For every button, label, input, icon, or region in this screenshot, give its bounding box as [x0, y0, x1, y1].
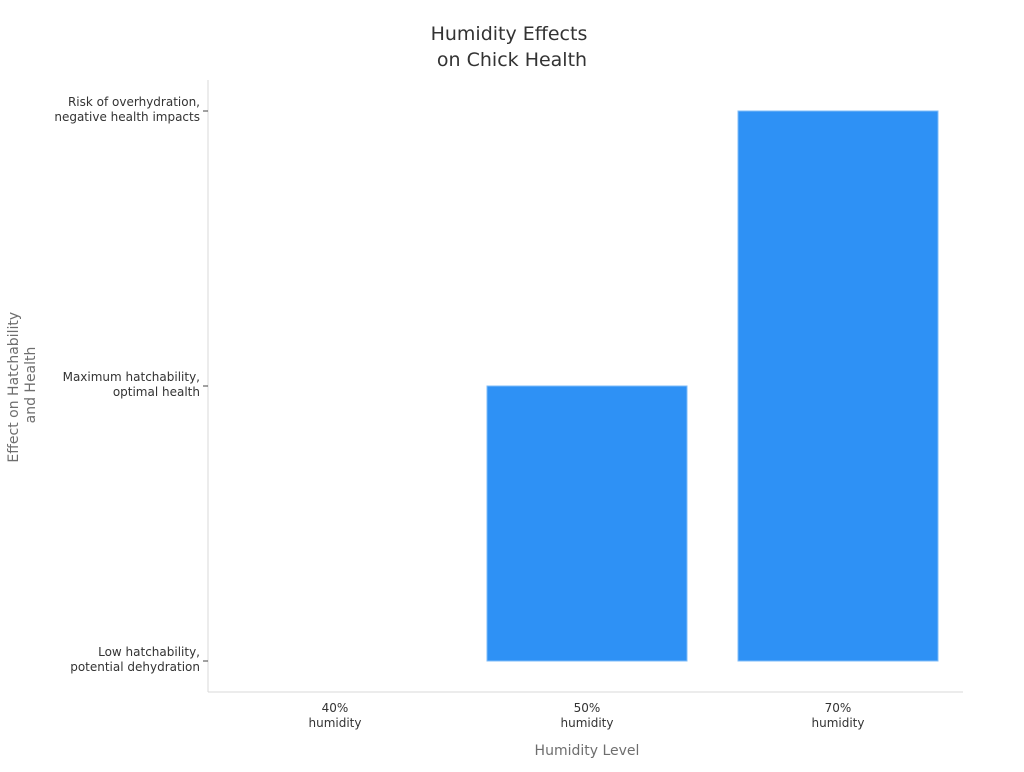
y-axis-title-line-1: Effect on Hatchability [6, 312, 22, 463]
y-tick-label-2-line-2: optimal health [113, 385, 200, 399]
bar-2 [486, 385, 688, 662]
x-axis-title: Humidity Level [535, 743, 640, 759]
y-axis-title-line-2: and Health [23, 347, 39, 424]
x-tick-label-2-line-1: 50% [574, 701, 601, 715]
x-tick-label-1: 40% humidity [309, 701, 362, 730]
x-tick-label-2-line-2: humidity [561, 716, 614, 730]
chart-title: Humidity Effects on Chick Health [431, 23, 594, 71]
x-tick-label-1-line-2: humidity [309, 716, 362, 730]
bar-3 [737, 110, 939, 662]
y-axis-title: Effect on Hatchability and Health [6, 307, 39, 462]
y-tick-label-3-line-2: negative health impacts [54, 110, 200, 124]
y-tick-label-3: Risk of overhydration, negative health im… [54, 95, 200, 124]
x-tick-label-3: 70% humidity [812, 701, 865, 730]
y-tick-label-1: Low hatchability, potential dehydration [70, 645, 200, 674]
x-tick-label-3-line-2: humidity [812, 716, 865, 730]
y-tick-label-2: Maximum hatchability, optimal health [63, 370, 200, 399]
y-tick-label-1-line-2: potential dehydration [70, 660, 200, 674]
y-tick-label-2-line-1: Maximum hatchability, [63, 370, 200, 384]
x-tick-label-2: 50% humidity [561, 701, 614, 730]
y-ticks-group: Low hatchability, potential dehydration Ma… [54, 95, 208, 674]
x-tick-label-3-line-1: 70% [825, 701, 852, 715]
chart-title-line-2: on Chick Health [437, 49, 587, 71]
y-tick-label-3-line-1: Risk of overhydration, [68, 95, 200, 109]
x-tick-label-1-line-1: 40% [322, 701, 349, 715]
chart-title-line-1: Humidity Effects [431, 23, 588, 45]
bars-group [486, 110, 939, 662]
y-tick-label-1-line-1: Low hatchability, [98, 645, 200, 659]
